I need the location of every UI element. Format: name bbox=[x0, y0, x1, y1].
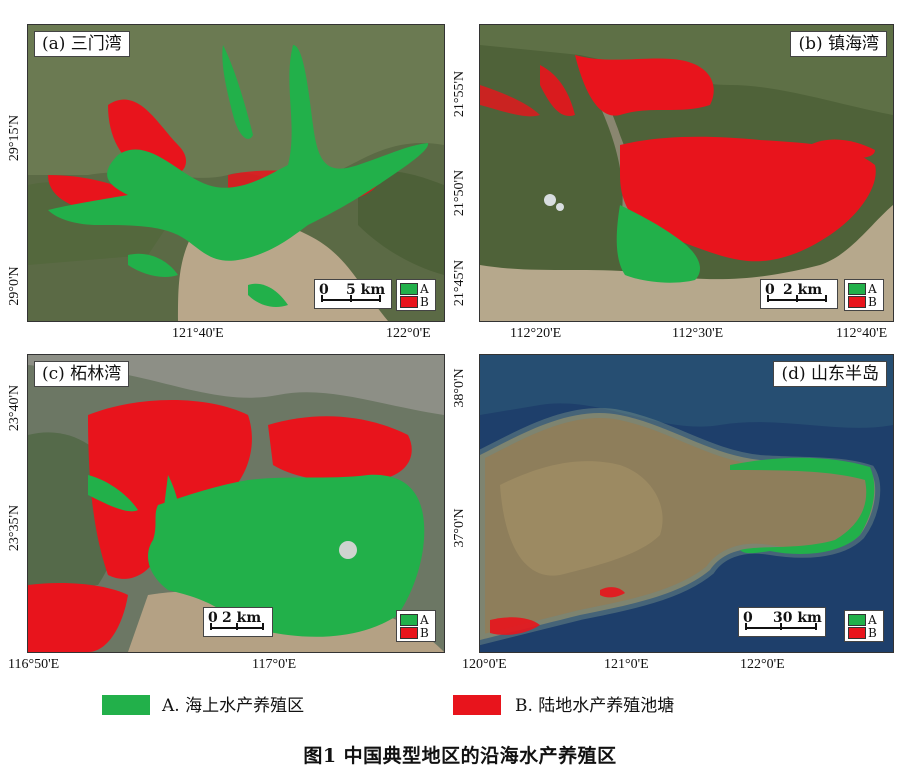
legend-b-letter: B bbox=[868, 295, 877, 309]
panel-c-xtick: 116°50'E bbox=[8, 657, 60, 672]
panel-a-mini-legend: A B bbox=[396, 279, 436, 311]
panel-d-xtick: 120°0'E bbox=[462, 657, 507, 672]
panel-a-image bbox=[28, 25, 444, 321]
panel-d-title: (d) 山东半岛 bbox=[773, 361, 887, 387]
panel-d-ytick: 37°0'N bbox=[452, 508, 467, 548]
scale-zero: 0 bbox=[319, 282, 329, 298]
scale-zero: 0 bbox=[743, 610, 753, 626]
panel-c-xtick: 117°0'E bbox=[252, 657, 297, 672]
scale-zero: 0 bbox=[765, 282, 775, 298]
panel-d-image bbox=[480, 355, 893, 652]
legend-swatch-a bbox=[848, 614, 866, 626]
legend-swatch-b bbox=[400, 627, 418, 639]
panel-d-map: (d) 山东半岛 0 30 km A B bbox=[479, 354, 894, 653]
legend-swatch-sea-culture bbox=[102, 695, 150, 715]
panel-c-ytick: 23°35'N bbox=[7, 504, 22, 552]
legend-a-letter: A bbox=[868, 282, 877, 296]
legend-b-letter: B bbox=[420, 626, 429, 640]
panel-a-ytick: 29°0'N bbox=[7, 266, 22, 306]
panel-a-scalebar: 0 5 km bbox=[314, 279, 392, 309]
legend-label-land-ponds: B. 陆地水产养殖池塘 bbox=[515, 696, 675, 716]
panel-b-xtick: 112°20'E bbox=[510, 326, 562, 341]
legend-b-letter: B bbox=[420, 295, 429, 309]
panel-b-ytick: 21°55'N bbox=[452, 70, 467, 118]
panel-b-ytick: 21°50'N bbox=[452, 169, 467, 217]
legend-swatch-b bbox=[848, 627, 866, 639]
panel-a-xtick: 121°40'E bbox=[172, 326, 224, 341]
panel-d-xtick: 121°0'E bbox=[604, 657, 649, 672]
scale-value: 5 km bbox=[346, 282, 386, 298]
panel-b-ytick: 21°45'N bbox=[452, 259, 467, 307]
legend-swatch-a bbox=[400, 614, 418, 626]
panel-b-title: (b) 镇海湾 bbox=[790, 31, 887, 57]
main-legend: A. 海上水产养殖区 B. 陆地水产养殖池塘 bbox=[0, 695, 920, 723]
scale-value: 30 km bbox=[773, 610, 822, 626]
panel-a-map: (a) 三门湾 0 5 km A B bbox=[27, 24, 445, 322]
panel-c-ytick: 23°40'N bbox=[7, 384, 22, 432]
panel-a-title: (a) 三门湾 bbox=[34, 31, 130, 57]
panel-c-image bbox=[28, 355, 444, 652]
scale-value: 2 km bbox=[783, 282, 823, 298]
legend-a-letter: A bbox=[420, 282, 429, 296]
legend-label-sea-culture: A. 海上水产养殖区 bbox=[162, 696, 305, 716]
scale-zero: 0 bbox=[208, 610, 218, 626]
legend-swatch-land-ponds bbox=[453, 695, 501, 715]
legend-a-letter: A bbox=[420, 613, 429, 627]
legend-swatch-b bbox=[400, 296, 418, 308]
figure-caption: 图1 中国典型地区的沿海水产养殖区 bbox=[303, 745, 617, 767]
panel-d-mini-legend: A B bbox=[844, 610, 884, 642]
panel-b-image bbox=[480, 25, 893, 321]
legend-swatch-a bbox=[848, 283, 866, 295]
panel-d-xtick: 122°0'E bbox=[740, 657, 785, 672]
panel-b-xtick: 112°40'E bbox=[836, 326, 888, 341]
legend-b-letter: B bbox=[868, 626, 877, 640]
panel-d-scalebar: 0 30 km bbox=[738, 607, 826, 637]
panel-a-ytick: 29°15'N bbox=[7, 114, 22, 162]
legend-a-letter: A bbox=[868, 613, 877, 627]
panel-c-scalebar: 0 2 km bbox=[203, 607, 273, 637]
legend-swatch-a bbox=[400, 283, 418, 295]
panel-b-mini-legend: A B bbox=[844, 279, 884, 311]
scale-value: 2 km bbox=[222, 610, 262, 626]
legend-swatch-b bbox=[848, 296, 866, 308]
panel-c-map: (c) 柘林湾 0 2 km A B bbox=[27, 354, 445, 653]
panel-b-map: (b) 镇海湾 0 2 km A B bbox=[479, 24, 894, 322]
panel-b-scalebar: 0 2 km bbox=[760, 279, 838, 309]
panel-a-xtick: 122°0'E bbox=[386, 326, 431, 341]
panel-d-ytick: 38°0'N bbox=[452, 368, 467, 408]
panel-c-title: (c) 柘林湾 bbox=[34, 361, 130, 387]
panel-b-xtick: 112°30'E bbox=[672, 326, 724, 341]
panel-c-mini-legend: A B bbox=[396, 610, 436, 642]
